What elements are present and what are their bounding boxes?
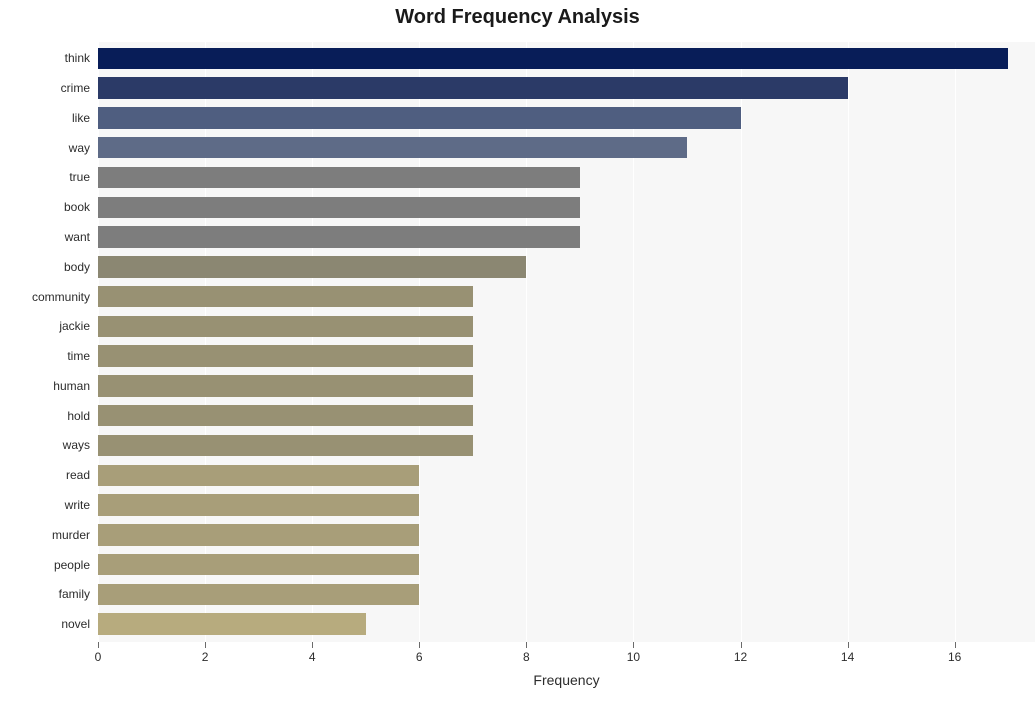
x-tick-mark [633,642,634,648]
bar [98,435,473,456]
y-tick-label: jackie [59,319,98,333]
x-tick-label: 4 [309,650,316,664]
bar [98,286,473,307]
x-tick-mark [741,642,742,648]
chart-container: Word Frequency Analysis Frequency 024681… [0,0,1035,701]
x-tick-mark [205,642,206,648]
bar [98,48,1008,69]
x-tick-mark [312,642,313,648]
bar [98,465,419,486]
bar [98,316,473,337]
x-tick-mark [98,642,99,648]
plot-area: Frequency 0246810121416thinkcrimelikeway… [98,42,1035,642]
bar [98,107,741,128]
y-tick-label: human [53,379,98,393]
x-tick-label: 0 [95,650,102,664]
y-tick-label: want [65,230,98,244]
bar [98,77,848,98]
y-tick-label: way [69,141,98,155]
chart-title: Word Frequency Analysis [0,6,1035,29]
x-tick-label: 8 [523,650,530,664]
bar [98,197,580,218]
bar [98,226,580,247]
x-tick-mark [955,642,956,648]
bar [98,345,473,366]
y-tick-label: people [54,558,98,572]
x-tick-label: 2 [202,650,209,664]
y-tick-label: read [66,468,98,482]
bar [98,137,687,158]
y-tick-label: book [64,200,98,214]
x-tick-mark [526,642,527,648]
bar [98,256,526,277]
bar [98,405,473,426]
x-tick-mark [419,642,420,648]
y-tick-label: think [65,51,98,65]
bar [98,584,419,605]
grid-line [419,42,420,642]
y-tick-label: like [72,111,98,125]
bar [98,375,473,396]
x-tick-label: 12 [734,650,747,664]
bar [98,494,419,515]
bar [98,554,419,575]
grid-line [205,42,206,642]
grid-line [98,42,99,642]
y-tick-label: crime [61,81,98,95]
x-tick-mark [848,642,849,648]
x-tick-label: 6 [416,650,423,664]
y-tick-label: body [64,260,98,274]
x-axis-label: Frequency [533,672,599,688]
x-tick-label: 10 [627,650,640,664]
x-tick-label: 16 [948,650,961,664]
y-tick-label: family [59,587,98,601]
y-tick-label: time [67,349,98,363]
grid-line [526,42,527,642]
y-tick-label: community [32,290,98,304]
y-tick-label: true [69,170,98,184]
y-tick-label: ways [63,438,98,452]
y-tick-label: hold [67,409,98,423]
x-tick-label: 14 [841,650,854,664]
grid-line [955,42,956,642]
y-tick-label: novel [61,617,98,631]
bar [98,613,366,634]
grid-line [741,42,742,642]
grid-line [312,42,313,642]
bar [98,524,419,545]
y-tick-label: murder [52,528,98,542]
bar [98,167,580,188]
y-tick-label: write [65,498,98,512]
grid-line [633,42,634,642]
grid-line [848,42,849,642]
